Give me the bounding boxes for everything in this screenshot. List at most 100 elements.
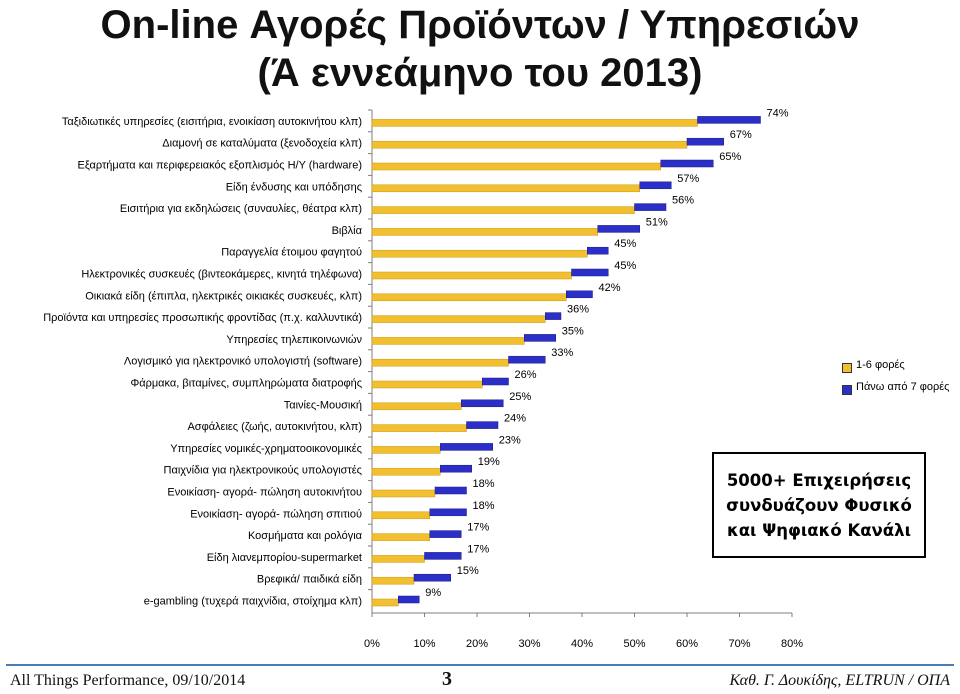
data-label-total: 25%	[509, 391, 531, 403]
category-label: Φάρμακα, βιταμίνες, συμπληρώματα διατροφ…	[130, 378, 362, 390]
category-label: Ηλεκτρονικές συσκευές (βιντεοκάμερες, κι…	[81, 269, 362, 281]
legend-swatch-series1	[842, 363, 852, 373]
bar-series2	[587, 246, 609, 255]
data-label-total: 67%	[730, 129, 752, 141]
category-label: Υπηρεσίες τηλεπικοινωνιών	[226, 334, 362, 346]
x-tick-label: 70%	[728, 638, 750, 650]
x-tick-label: 20%	[466, 638, 488, 650]
bar-series2	[461, 399, 504, 408]
category-label: Εξαρτήματα και περιφερειακός εξοπλισμός …	[78, 160, 362, 172]
data-label-total: 45%	[614, 238, 636, 250]
x-tick-label: 50%	[623, 638, 645, 650]
bar-series2	[482, 377, 509, 386]
bar-series2	[697, 116, 761, 124]
category-label: Ασφάλειες (ζωής, αυτοκινήτου, κλπ)	[187, 421, 362, 433]
bar-series2	[597, 225, 640, 233]
bar-series2	[429, 508, 467, 517]
data-label-total: 24%	[504, 413, 526, 425]
category-label: Υπηρεσίες νομικές-χρηματοοικονομικές	[170, 443, 362, 455]
bar-series1	[371, 533, 430, 541]
bar-series1	[371, 446, 441, 454]
bar-series1	[371, 315, 546, 323]
data-label-total: 17%	[467, 543, 489, 555]
bar-series2	[660, 159, 714, 168]
legend-label: Πάνω από 7 φορές	[856, 381, 950, 393]
data-label-total: 35%	[562, 325, 584, 337]
x-tick-label: 40%	[571, 638, 593, 650]
category-label: Κοσμήματα και ρολόγια	[248, 530, 363, 542]
category-label: Βρεφικά/ παιδικά είδη	[257, 574, 362, 586]
bar-series2	[639, 181, 672, 190]
data-label-total: 36%	[567, 304, 589, 316]
footer-author: Καθ. Γ. Δουκίδης, ELTRUN / ΟΠΑ	[729, 672, 950, 689]
category-label: Λογισμικό για ηλεκτρονικό υπολογιστή (so…	[124, 356, 362, 368]
bar-series1	[371, 489, 436, 498]
category-label: Ενοικίαση- αγορά- πώληση αυτοκινήτου	[167, 487, 362, 499]
data-label-total: 45%	[614, 260, 636, 272]
bar-series2	[524, 334, 556, 342]
legend-swatch-series2	[842, 385, 852, 395]
data-label-total: 65%	[719, 151, 741, 163]
category-label: Εισιτήρια για εκδηλώσεις (συναυλίες, θέα…	[120, 203, 362, 215]
category-label: Οικιακά είδη (έπιπλα, ηλεκτρικές οικιακέ…	[85, 290, 362, 302]
category-label: Ταινίες-Μουσική	[284, 399, 362, 411]
data-label-total: 42%	[599, 282, 621, 294]
bar-series1	[371, 555, 425, 563]
legend-label: 1-6 φορές	[856, 359, 905, 371]
category-label: Παιχνίδια για ηλεκτρονικούς υπολογιστές	[164, 465, 362, 477]
data-label-total: 57%	[677, 173, 699, 185]
category-label: Προϊόντα και υπηρεσίες προσωπικής φροντί…	[43, 312, 362, 324]
slide-subtitle: (Ά εννεάμηνο του 2013)	[257, 51, 703, 95]
x-tick-label: 60%	[676, 638, 698, 650]
bar-series2	[566, 290, 593, 299]
bar-series2	[424, 552, 462, 560]
category-label: Διαμονή σε καταλύματα (ξενοδοχεία κλπ)	[162, 138, 362, 150]
data-label-total: 18%	[473, 478, 495, 490]
data-label-total: 26%	[515, 369, 537, 381]
data-label-total: 56%	[672, 195, 694, 207]
x-tick-label: 80%	[781, 638, 803, 650]
bar-series1	[371, 358, 509, 367]
bar-series2	[413, 573, 451, 582]
legend: 1-6 φορές Πάνω από 7 φορές	[826, 358, 960, 402]
data-label-total: 74%	[767, 107, 789, 119]
bar-series2	[466, 421, 499, 429]
bar-series2	[398, 595, 420, 604]
data-label-total: 19%	[478, 456, 500, 468]
bar-series2	[429, 530, 462, 538]
bar-series2	[571, 268, 609, 277]
category-label: Παραγγελία έτοιμου φαγητού	[221, 247, 362, 259]
bar-series1	[371, 402, 462, 411]
page-number: 3	[442, 668, 452, 690]
data-label-total: 15%	[457, 565, 479, 577]
bar-series1	[371, 140, 688, 149]
bar-series2	[634, 203, 667, 211]
bar-series1	[371, 271, 572, 280]
slide-title: On-line Αγορές Προϊόντων / Υπηρεσιών	[100, 3, 860, 47]
bar-series1	[371, 337, 525, 345]
x-tick-label: 0%	[364, 638, 380, 650]
category-label: Βιβλία	[332, 225, 363, 237]
data-label-total: 9%	[425, 587, 441, 599]
category-label: Ταξιδιωτικές υπηρεσίες (εισιτήρια, ενοικ…	[62, 116, 362, 128]
bar-series1	[371, 467, 441, 476]
x-tick-label: 30%	[518, 638, 540, 650]
bar-series1	[371, 184, 640, 193]
legend-item: Πάνω από 7 φορές	[826, 380, 960, 402]
bar-series2	[440, 443, 493, 451]
bar-series2	[434, 486, 467, 495]
legend-item: 1-6 φορές	[826, 358, 960, 380]
category-label: Είδη λιανεμπορίου-supermarket	[207, 552, 362, 564]
bar-series1	[371, 249, 588, 258]
callout-text: 5000+ Επιχειρήσεις συνδυάζουν Φυσικό και…	[726, 470, 912, 540]
footer-divider	[6, 664, 954, 666]
data-label-total: 17%	[467, 522, 489, 534]
data-label-total: 33%	[551, 347, 573, 359]
data-label-total: 18%	[473, 500, 495, 512]
data-label-total: 51%	[646, 216, 668, 228]
category-label: e-gambling (τυχερά παιχνίδια, στοίχημα κ…	[144, 596, 362, 608]
bar-series2	[545, 312, 562, 320]
x-tick-label: 10%	[413, 638, 435, 650]
category-label: Ενοικίαση- αγορά- πώληση σπιτιού	[190, 508, 362, 520]
